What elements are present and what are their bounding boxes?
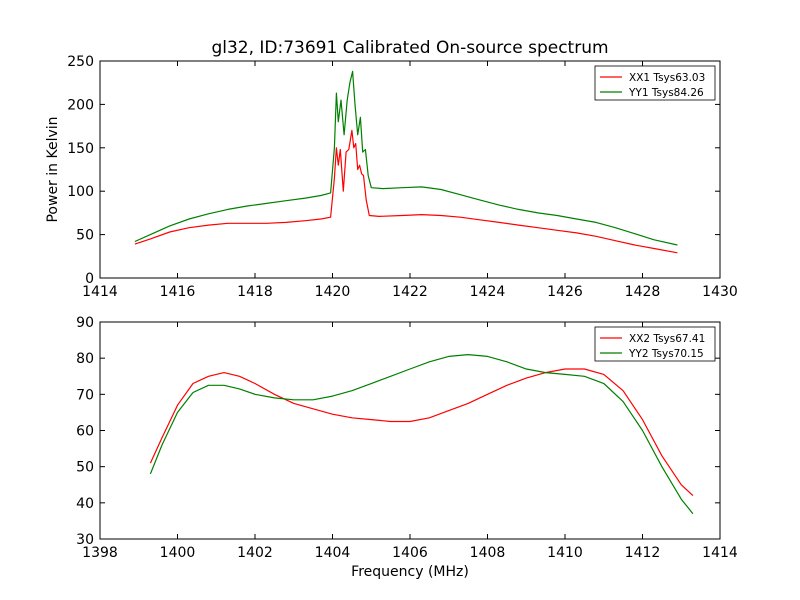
x-tick-label: 1406 xyxy=(392,545,428,561)
x-tick-label: 1416 xyxy=(160,284,196,300)
legend-label: YY1 Tsys84.26 xyxy=(628,87,704,99)
legend-label: YY2 Tsys70.15 xyxy=(628,348,704,360)
x-tick-label: 1422 xyxy=(392,284,428,300)
legend-box xyxy=(594,326,716,362)
x-tick-label: 1404 xyxy=(315,545,351,561)
legend-box xyxy=(594,65,716,101)
x-tick-label: 1428 xyxy=(625,284,661,300)
y-tick-label: 90 xyxy=(76,315,94,331)
x-tick-label: 1426 xyxy=(547,284,583,300)
x-tick-label: 1400 xyxy=(160,545,196,561)
top-plot-xx1-yy1: 1414 1416 1418 1420 1422 1424 1426 1428 1430 0 50 1… xyxy=(45,54,738,300)
x-tick-label: 1412 xyxy=(625,545,661,561)
legend-label: XX2 Tsys67.41 xyxy=(629,333,705,345)
x-tick-label: 1418 xyxy=(237,284,273,300)
y-tick-label: 30 xyxy=(76,532,94,548)
y-tick-label: 60 xyxy=(76,424,94,440)
x-tick-label: 1402 xyxy=(237,545,273,561)
x-tick-label: 1408 xyxy=(470,545,506,561)
y-tick-label: 50 xyxy=(76,228,94,244)
y-tick-label: 250 xyxy=(67,54,94,70)
y-axis-label: Power in Kelvin xyxy=(45,116,61,222)
series-line-1-2 xyxy=(134,70,678,246)
y-tick-label: 0 xyxy=(85,271,94,287)
x-tick-label: 1424 xyxy=(470,284,506,300)
series-line-2-1 xyxy=(149,368,694,497)
y-tick-label: 70 xyxy=(76,387,94,403)
legend-label: XX1 Tsys63.03 xyxy=(629,72,705,84)
figure-title: gl32, ID:73691 Calibrated On-source spec… xyxy=(211,38,608,58)
y-tick-label: 50 xyxy=(76,460,94,476)
x-tick-label: 1430 xyxy=(702,284,738,300)
x-tick-label: 1398 xyxy=(82,545,118,561)
y-tick-label: 200 xyxy=(67,97,94,113)
y-tick-label: 100 xyxy=(67,184,94,200)
series-line-2-2 xyxy=(149,354,694,515)
series-line-1-1 xyxy=(134,129,678,254)
y-tick-label: 40 xyxy=(76,496,94,512)
y-tick-label: 150 xyxy=(67,141,94,157)
x-tick-label: 1410 xyxy=(547,545,583,561)
x-tick-label: 1420 xyxy=(315,284,351,300)
y-tick-label: 80 xyxy=(76,351,94,367)
x-tick-label: 1414 xyxy=(702,545,738,561)
x-tick-label: 1414 xyxy=(82,284,118,300)
x-axis-label: Frequency (MHz) xyxy=(351,564,469,580)
bottom-plot-xx2-yy2: 1398 1400 1402 1404 1406 1408 1410 1412 1414 30 40… xyxy=(76,315,738,580)
